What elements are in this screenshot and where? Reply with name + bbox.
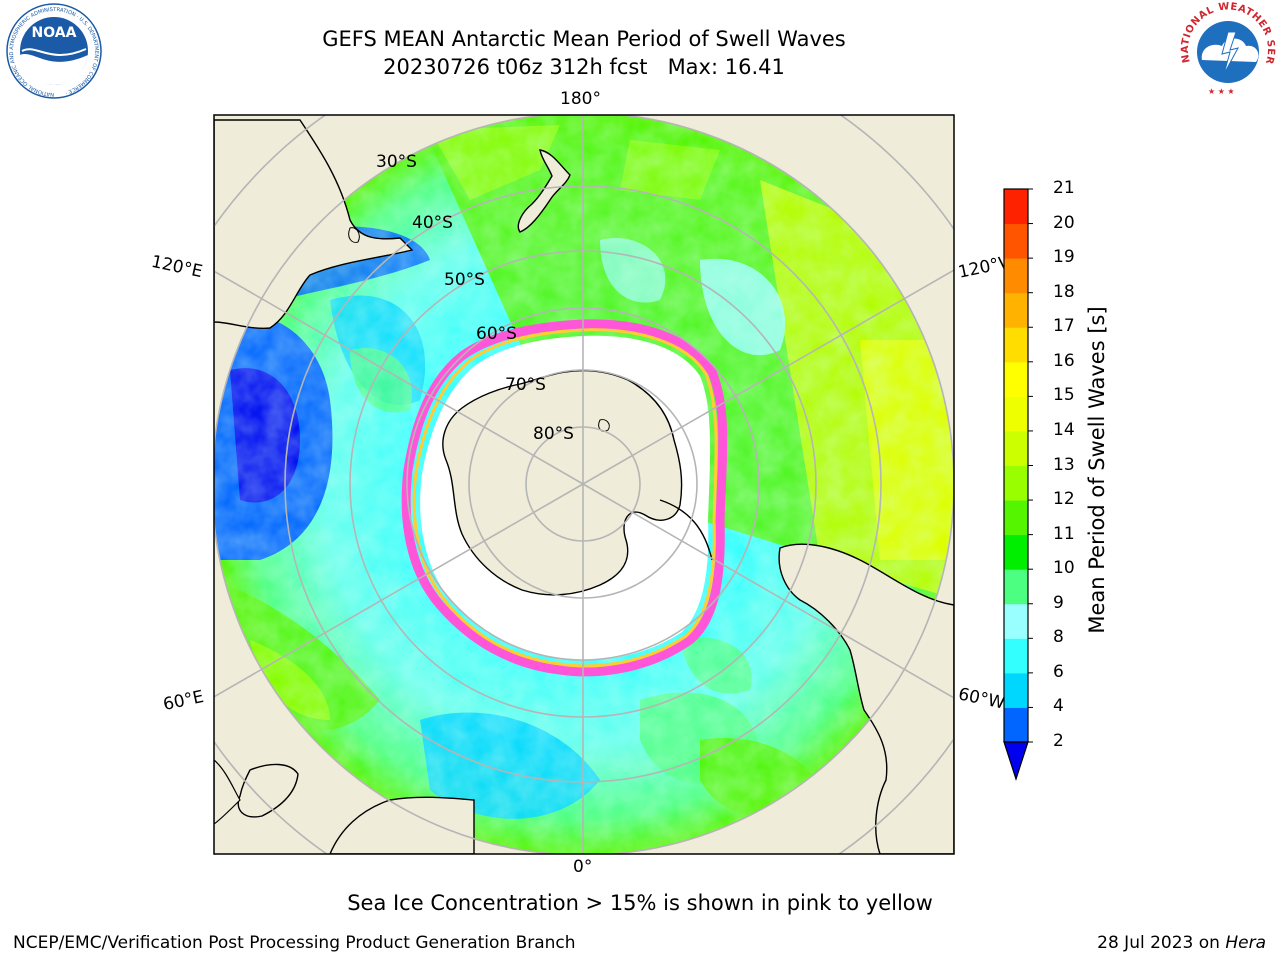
colorbar-tick-label: 6: [1053, 661, 1064, 682]
nws-logo: NATIONAL WEATHER SERVICE ★ ★ ★: [1178, 2, 1276, 97]
colorbar-label: Mean Period of Swell Waves [s]: [1085, 306, 1109, 634]
colorbar-tick-label: 13: [1053, 454, 1075, 475]
svg-text:★ ★ ★: ★ ★ ★: [1208, 87, 1235, 96]
colorbar-segment: [1004, 569, 1028, 605]
colorbar-segment: [1004, 189, 1028, 225]
colorbar-segment: [1004, 500, 1028, 536]
colorbar-segment: [1004, 638, 1028, 674]
antarctic-peninsula: [659, 499, 713, 561]
lat-label-30s: 30°S: [376, 152, 417, 172]
colorbar-tick-label: 14: [1053, 419, 1075, 440]
footer-date: 28 Jul 2023 on Hera: [1097, 933, 1266, 953]
colorbar-tick-label: 11: [1053, 523, 1075, 544]
lat-label-60s: 60°S: [476, 324, 517, 344]
colorbar-tick-label: 9: [1053, 592, 1064, 613]
lat-label-70s: 70°S: [505, 375, 546, 395]
colorbar-tick-label: 10: [1053, 558, 1075, 579]
colorbar-segment: [1004, 292, 1028, 328]
map-title: GEFS MEAN Antarctic Mean Period of Swell…: [322, 27, 846, 51]
noaa-logo: NATIONAL OCEANIC AND ATMOSPHERIC ADMINIS…: [6, 3, 102, 99]
lat-label-50s: 50°S: [444, 270, 485, 290]
colorbar-tick-label: 21: [1053, 178, 1075, 198]
colorbar-tick-label: 15: [1053, 385, 1075, 406]
colorbar-tick-label: 2: [1053, 731, 1064, 751]
footer-host: Hera: [1225, 933, 1266, 953]
south-america-landmass: [778, 543, 954, 854]
noaa-logo-text: NOAA: [32, 25, 77, 41]
colorbar-segment: [1004, 534, 1028, 570]
colorbar: [1003, 188, 1033, 781]
colorbar-segment: [1004, 361, 1028, 397]
colorbar-segment: [1004, 396, 1028, 432]
colorbar-tick-label: 19: [1053, 247, 1075, 268]
graticule: [214, 115, 954, 854]
colorbar-tick-label: 8: [1053, 627, 1064, 648]
antarctica-landmass: [442, 369, 683, 596]
colorbar-tick-label: 4: [1053, 696, 1064, 717]
footer-credit: NCEP/EMC/Verification Post Processing Pr…: [13, 933, 576, 953]
africa-landmass: [329, 796, 475, 854]
colorbar-segment: [1004, 430, 1028, 466]
colorbar-segment: [1004, 603, 1028, 639]
colorbar-segment: [1004, 258, 1028, 294]
madagascar-landmass: [237, 763, 299, 818]
lon-label-0: 0°: [573, 857, 593, 877]
colorbar-segment: [1004, 672, 1028, 708]
colorbar-under-arrow: [1003, 741, 1029, 781]
colorbar-tick-label: 16: [1053, 350, 1075, 371]
map-subtitle: 20230726 t06z 312h fcst Max: 16.41: [383, 55, 785, 79]
colorbar-tick-label: 18: [1053, 281, 1075, 302]
footer-date-text: 28 Jul 2023 on: [1097, 933, 1226, 953]
lat-label-40s: 40°S: [412, 213, 453, 233]
colorbar-segment: [1004, 465, 1028, 501]
colorbar-segment: [1004, 223, 1028, 259]
lat-label-80s: 80°S: [533, 424, 574, 444]
colorbar-tick-label: 17: [1053, 316, 1075, 337]
new-zealand-landmass: [517, 149, 571, 233]
sea-ice-caption: Sea Ice Concentration > 15% is shown in …: [347, 891, 933, 915]
lon-label-180: 180°: [560, 89, 601, 109]
colorbar-segment: [1004, 327, 1028, 363]
colorbar-tick-label: 20: [1053, 212, 1075, 233]
colorbar-segment: [1004, 707, 1028, 743]
australia-landmass: [214, 119, 414, 330]
map-frame: [213, 114, 955, 855]
colorbar-tick-label: 12: [1053, 489, 1075, 510]
